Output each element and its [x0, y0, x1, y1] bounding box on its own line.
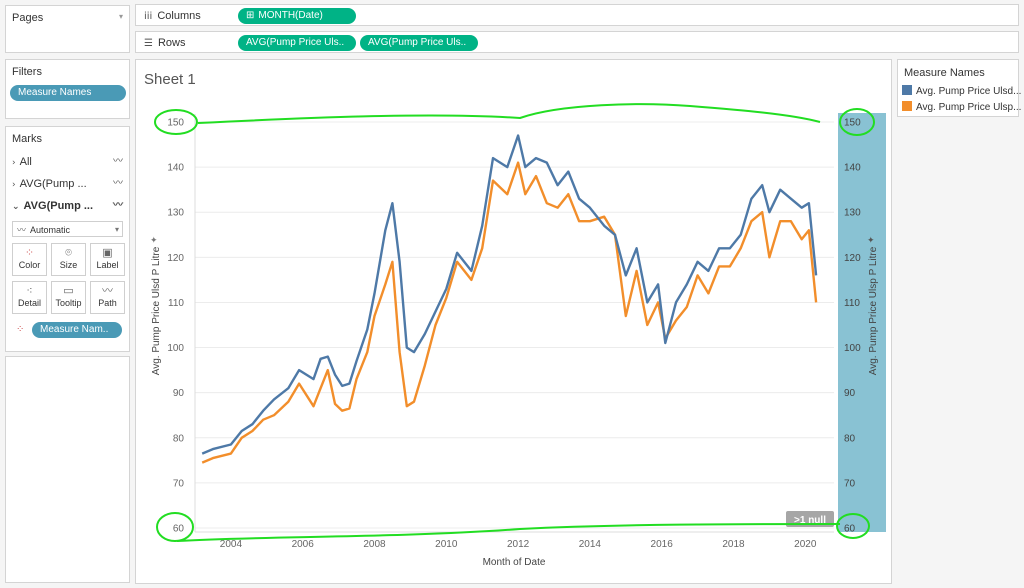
- y-tick-label-left: 120: [167, 253, 184, 264]
- annotation-line-top: [197, 103, 821, 124]
- annotation-circle-60-right: [836, 513, 870, 539]
- y-tick-label-left: 150: [167, 118, 184, 129]
- line-mark-icon: 〰: [113, 200, 123, 211]
- y-tick-label-right: 60: [844, 524, 856, 535]
- chevron-right-icon: ›: [12, 158, 16, 168]
- pages-panel: Pages ▾: [5, 5, 130, 53]
- y-axis-title-left: Avg. Pump Price Ulsd P Litre: [151, 246, 162, 375]
- size-button[interactable]: ⌾ Size: [51, 243, 86, 276]
- y-tick-label-right: 140: [844, 163, 861, 174]
- mark-type-select[interactable]: 〰 Automatic ▾: [12, 221, 123, 237]
- chevron-right-icon: ›: [12, 180, 16, 190]
- y-tick-label-right: 110: [844, 298, 860, 309]
- legend-item-ulsp[interactable]: Avg. Pump Price Ulsp...: [902, 101, 1021, 113]
- rows-label: Rows: [157, 37, 186, 49]
- path-button[interactable]: 〰 Path: [90, 281, 125, 314]
- y-tick-label-right: 100: [844, 343, 861, 354]
- marks-panel: Marks › All 〰 › AVG(Pump ... 〰 ⌄ AVG(Pump ...…: [5, 126, 130, 352]
- x-axis-title: Month of Date: [483, 557, 546, 568]
- pages-label: Pages: [12, 12, 44, 24]
- line-mark-icon: 〰: [17, 226, 27, 236]
- right-axis-band: [838, 113, 886, 532]
- columns-shelf[interactable]: iii Columns ⊞ MONTH(Date): [135, 4, 1019, 26]
- x-tick-label: 2006: [292, 539, 315, 550]
- y-tick-label-left: 140: [167, 163, 184, 174]
- legend-swatch: [902, 101, 912, 111]
- color-icon: ⁘: [24, 246, 35, 259]
- y-tick-label-left: 100: [167, 343, 184, 354]
- green-annotations: [154, 103, 875, 542]
- tooltip-icon: ▭: [63, 284, 74, 297]
- rows-icon: ☰: [144, 38, 153, 49]
- color-button[interactable]: ⁘ Color: [12, 243, 47, 276]
- x-tick-label: 2014: [579, 539, 602, 550]
- x-tick-label: 2020: [794, 539, 817, 550]
- y-tick-label-left: 110: [168, 298, 184, 309]
- detail-icon: ⁖: [26, 284, 33, 297]
- filter-pill-measure-names[interactable]: Measure Names: [10, 85, 126, 101]
- series-line[interactable]: [201, 134, 818, 455]
- pin-icon[interactable]: ✦: [867, 236, 875, 246]
- label-icon: ▣: [102, 246, 113, 259]
- columns-label: Columns: [157, 10, 201, 22]
- chevron-down-icon: ⌄: [12, 202, 20, 212]
- columns-pill-month[interactable]: ⊞ MONTH(Date): [238, 8, 356, 24]
- plus-icon: ⊞: [246, 10, 255, 21]
- tooltip-button[interactable]: ▭ Tooltip: [51, 281, 86, 314]
- null-badge-label: >1 null: [794, 515, 826, 526]
- chevron-down-icon: ▾: [114, 225, 119, 234]
- line-mark-icon: 〰: [113, 156, 123, 167]
- sheet-title: Sheet 1: [144, 71, 196, 88]
- y-tick-label-right: 130: [844, 208, 861, 219]
- label-button[interactable]: ▣ Label: [90, 243, 125, 276]
- size-icon: ⌾: [65, 246, 72, 259]
- pages-dropdown-icon[interactable]: ▾: [118, 12, 123, 21]
- columns-icon: iii: [144, 11, 153, 22]
- line-mark-icon: 〰: [113, 178, 123, 189]
- detail-button[interactable]: ⁖ Detail: [12, 281, 47, 314]
- x-tick-label: 2018: [722, 539, 745, 550]
- rows-pill-ulsp[interactable]: AVG(Pump Price Uls..: [360, 35, 478, 51]
- x-tick-label: 2004: [220, 539, 243, 550]
- y-tick-label-right: 70: [844, 478, 856, 489]
- y-tick-label-left: 80: [173, 433, 185, 444]
- series-line[interactable]: [201, 161, 818, 464]
- sidebar-empty: [5, 356, 130, 583]
- marks-row-all[interactable]: › All 〰: [6, 151, 129, 173]
- x-tick-label: 2016: [651, 539, 674, 550]
- y-tick-label-right: 90: [844, 388, 856, 399]
- pin-icon[interactable]: ✦: [150, 236, 158, 246]
- annotation-circle-60-left: [156, 512, 194, 542]
- legend-title: Measure Names: [904, 67, 985, 79]
- x-tick-label: 2012: [507, 539, 530, 550]
- marks-label: Marks: [12, 133, 42, 145]
- y-tick-label-left: 60: [173, 524, 185, 535]
- annotation-line-bottom: [176, 523, 841, 542]
- marks-row-ulsd[interactable]: › AVG(Pump ... 〰: [6, 173, 129, 195]
- null-badge[interactable]: [786, 511, 834, 527]
- y-axis-title-right: Avg. Pump Price Ulsp P Litre: [868, 246, 879, 375]
- rows-shelf[interactable]: ☰ Rows AVG(Pump Price Uls.. AVG(Pump Pric…: [135, 31, 1019, 53]
- annotation-circle-150-right: [839, 108, 875, 136]
- rows-pill-ulsd[interactable]: AVG(Pump Price Uls..: [238, 35, 356, 51]
- legend-panel: Measure Names Avg. Pump Price Ulsd... Av…: [897, 59, 1021, 117]
- legend-item-ulsd[interactable]: Avg. Pump Price Ulsd...: [902, 85, 1021, 97]
- x-tick-label: 2010: [435, 539, 458, 550]
- y-tick-label-right: 150: [844, 118, 861, 129]
- x-tick-label: 2008: [363, 539, 386, 550]
- y-tick-label-left: 130: [167, 208, 184, 219]
- annotation-circle-150-left: [154, 109, 198, 135]
- y-tick-label-left: 90: [173, 388, 185, 399]
- legend-swatch: [902, 85, 912, 95]
- filters-label: Filters: [12, 66, 42, 78]
- y-tick-label-left: 70: [173, 478, 185, 489]
- path-icon: 〰: [102, 284, 113, 297]
- y-tick-label-right: 120: [844, 253, 861, 264]
- y-tick-label-right: 80: [844, 433, 856, 444]
- filters-panel: Filters Measure Names: [5, 59, 130, 119]
- marks-pill-measure-names[interactable]: Measure Nam..: [32, 322, 122, 338]
- color-icon: ⁘: [16, 324, 25, 335]
- marks-row-ulsp[interactable]: ⌄ AVG(Pump ... 〰: [6, 195, 129, 217]
